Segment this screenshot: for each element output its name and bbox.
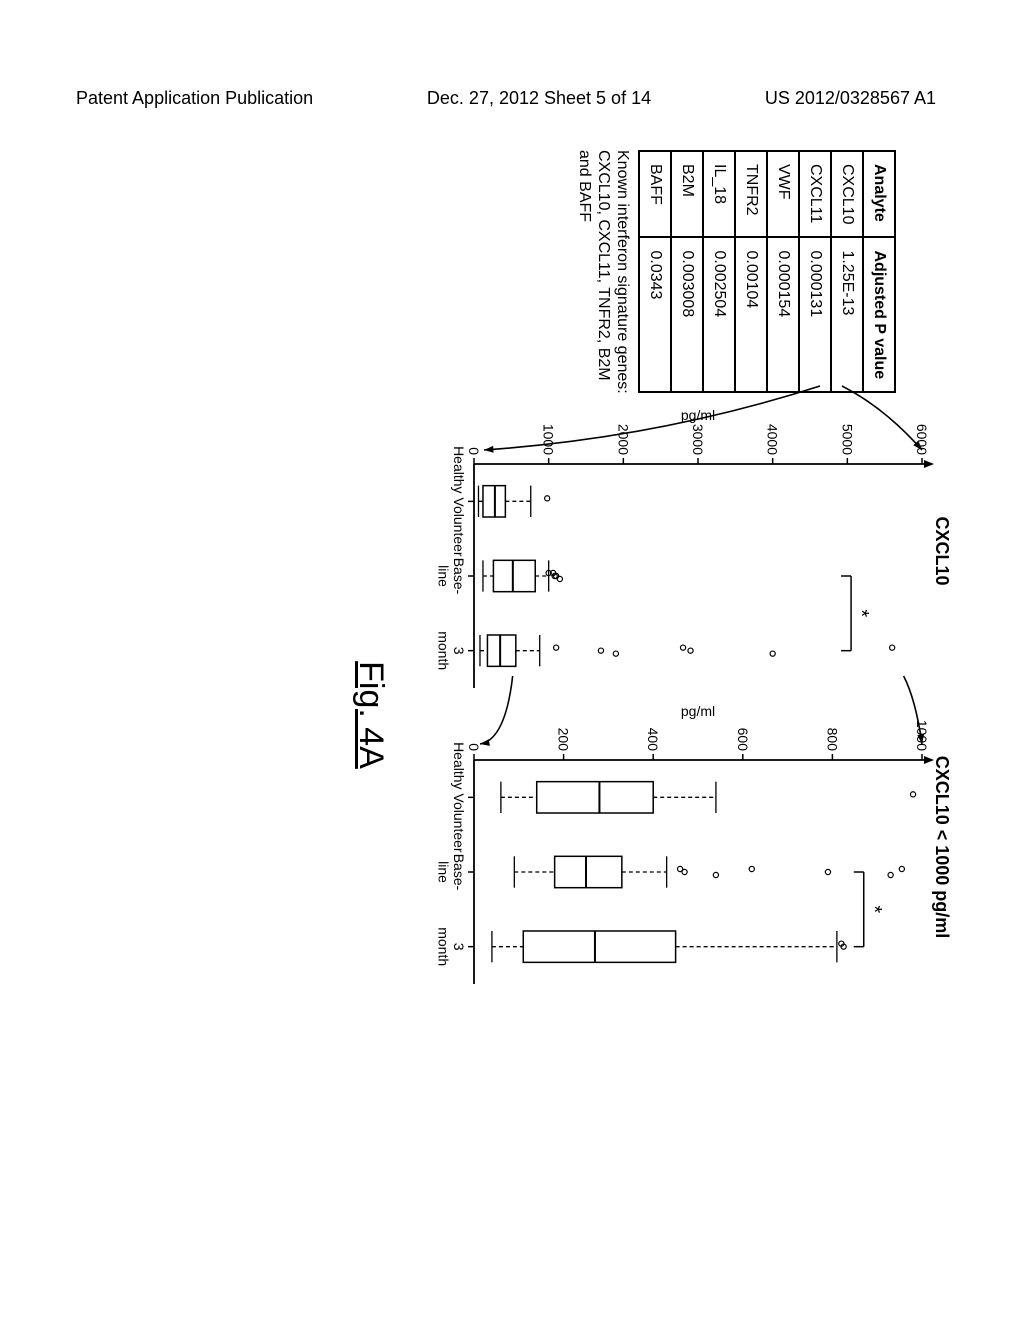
plot-right-title: CXCL10 < 1000 pg/ml	[931, 702, 952, 992]
table-row: IL_180.002504	[703, 151, 735, 392]
svg-text:Healthy Volunteer: Healthy Volunteer	[451, 446, 467, 557]
cell-analyte: CXCL10	[831, 151, 863, 237]
svg-text:pg/ml: pg/ml	[681, 703, 715, 719]
svg-text:*: *	[850, 609, 872, 617]
svg-text:pg/ml: pg/ml	[681, 407, 715, 423]
cell-pvalue: 1.25E-13	[831, 237, 863, 392]
table-row: BAFF0.0343	[639, 151, 671, 392]
boxplot-cxcl10-lt1000: CXCL10 < 1000 pg/ml 0 200 400 600 800 1000 pg/…	[410, 702, 950, 992]
boxplot-svg: 0 200 400 600 800 1000 pg/ml Healthy VolunteerB…	[410, 702, 950, 992]
cell-pvalue: 0.0343	[639, 237, 671, 392]
figure-4a: Analyte Adjusted P value CXCL101.25E-13C…	[355, 150, 950, 1020]
cell-analyte: BAFF	[639, 151, 671, 237]
svg-text:400: 400	[645, 728, 661, 752]
table-caption: Known interferon signature genes: CXCL10…	[574, 150, 632, 400]
svg-text:200: 200	[556, 728, 572, 752]
svg-text:Base-line: Base-line	[436, 854, 467, 891]
cell-analyte: VWF	[767, 151, 799, 237]
table-row: CXCL110.000131	[799, 151, 831, 392]
svg-text:600: 600	[735, 728, 751, 752]
boxplot-svg: 0 1000 2000 3000 4000 5000 6000 pg/ml Healthy Vo…	[410, 406, 950, 696]
svg-text:4000: 4000	[765, 424, 781, 455]
table-row: CXCL101.25E-13	[831, 151, 863, 392]
boxplot-cxcl10: CXCL10 0 1000 2000 3000 4000 5000 6000 pg/ml Hea…	[410, 406, 950, 696]
figure-label: Fig. 4A	[351, 410, 390, 1020]
svg-text:3month: 3month	[436, 927, 467, 966]
svg-text:*: *	[863, 905, 885, 913]
svg-text:2000: 2000	[615, 424, 631, 455]
svg-text:800: 800	[824, 728, 840, 752]
col-analyte: Analyte	[863, 151, 895, 237]
svg-text:3000: 3000	[690, 424, 706, 455]
table-row: TNFR20.00104	[735, 151, 767, 392]
svg-text:1000: 1000	[914, 720, 930, 751]
table-row: B2M0.003008	[671, 151, 703, 392]
svg-text:5000: 5000	[839, 424, 855, 455]
svg-text:Healthy Volunteer: Healthy Volunteer	[451, 742, 467, 853]
cell-pvalue: 0.00104	[735, 237, 767, 392]
analyte-table: Analyte Adjusted P value CXCL101.25E-13C…	[638, 150, 896, 393]
svg-text:0: 0	[466, 743, 482, 751]
cell-pvalue: 0.003008	[671, 237, 703, 392]
plot-left-title: CXCL10	[931, 406, 952, 696]
table-and-caption: Analyte Adjusted P value CXCL101.25E-13C…	[574, 150, 950, 400]
svg-text:3month: 3month	[436, 631, 467, 670]
cell-analyte: TNFR2	[735, 151, 767, 237]
svg-text:0: 0	[466, 447, 482, 455]
figure-row: Analyte Adjusted P value CXCL101.25E-13C…	[410, 150, 950, 1020]
svg-text:1000: 1000	[541, 424, 557, 455]
header-right: US 2012/0328567 A1	[765, 88, 936, 109]
col-pvalue: Adjusted P value	[863, 237, 895, 392]
cell-pvalue: 0.002504	[703, 237, 735, 392]
cell-pvalue: 0.000154	[767, 237, 799, 392]
header-left: Patent Application Publication	[76, 88, 313, 109]
header-center: Dec. 27, 2012 Sheet 5 of 14	[427, 88, 651, 109]
table-header-row: Analyte Adjusted P value	[863, 151, 895, 392]
cell-pvalue: 0.000131	[799, 237, 831, 392]
page-header: Patent Application Publication Dec. 27, …	[0, 88, 1024, 109]
svg-text:Base-line: Base-line	[436, 558, 467, 595]
cell-analyte: IL_18	[703, 151, 735, 237]
cell-analyte: B2M	[671, 151, 703, 237]
svg-text:6000: 6000	[914, 424, 930, 455]
table-row: VWF0.000154	[767, 151, 799, 392]
cell-analyte: CXCL11	[799, 151, 831, 237]
